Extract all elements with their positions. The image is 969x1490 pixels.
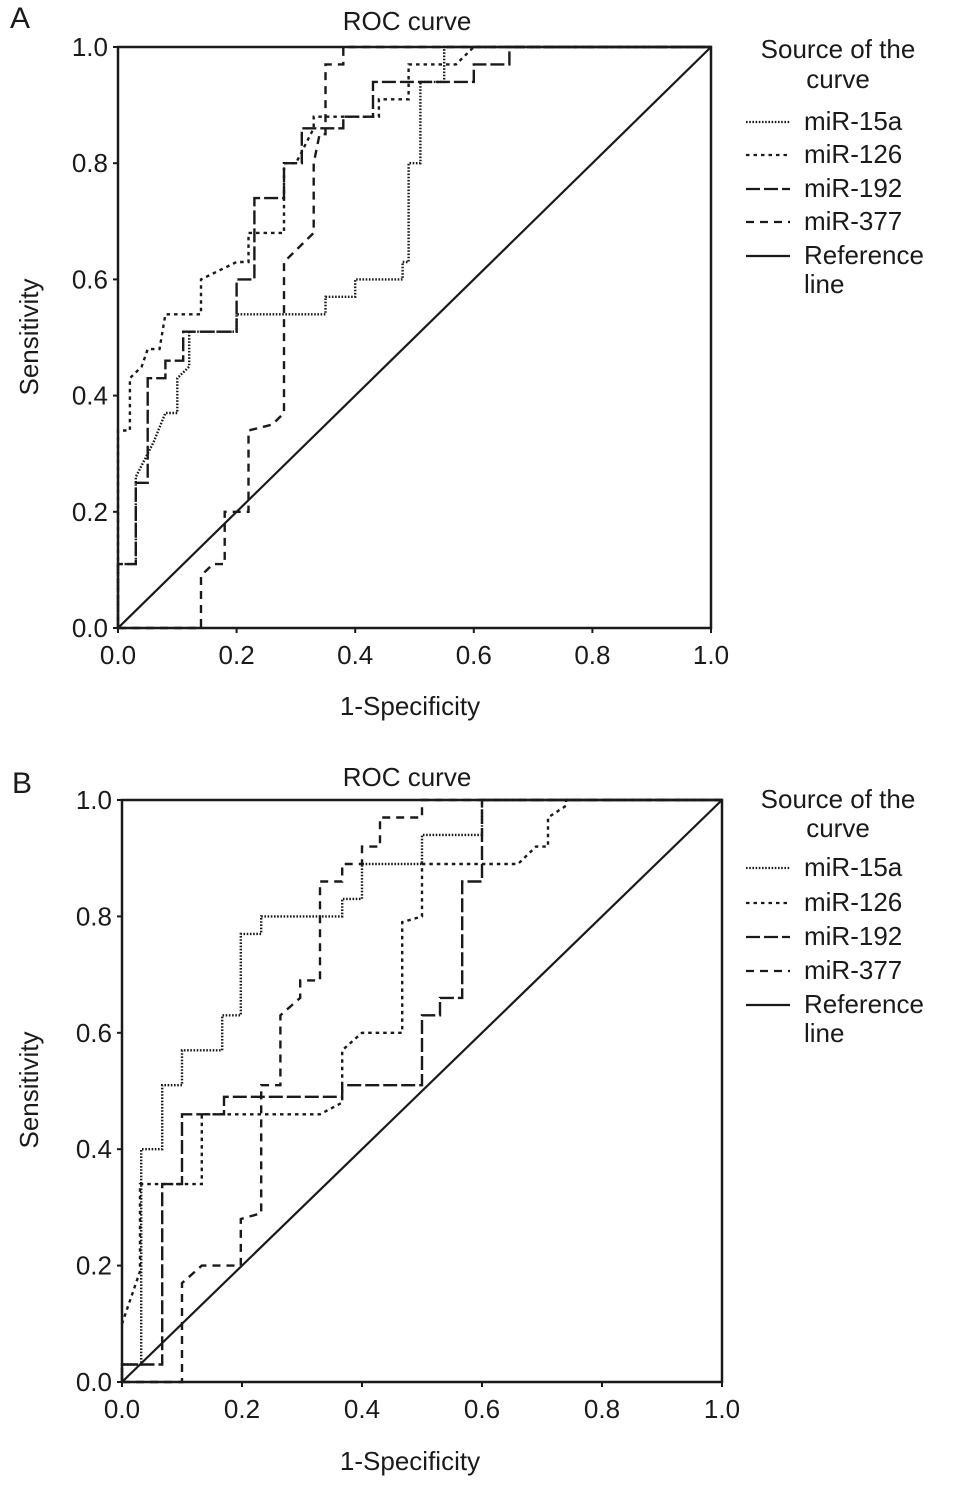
x-tick-label: 1.0 — [693, 640, 729, 670]
x-tick-label: 0.0 — [104, 1394, 140, 1424]
y-axis-label: Sensitivity — [14, 1031, 44, 1148]
legend-label-mir-192: miR-192 — [804, 921, 902, 951]
chart-title: ROC curve — [343, 6, 472, 36]
series-line-mir-192 — [116, 45, 711, 628]
y-tick-label: 0.4 — [72, 381, 108, 411]
panel-label: A — [10, 2, 30, 35]
y-tick-label: 0.0 — [72, 613, 108, 643]
x-axis-label: 1-Specificity — [340, 691, 480, 721]
legend-label-reference-line: line — [804, 269, 844, 299]
legend-label-mir-15a: miR-15a — [804, 852, 903, 882]
x-tick-label: 0.2 — [219, 640, 255, 670]
series-line-mir-126 — [116, 45, 711, 628]
legend-label-reference-line: Reference — [804, 989, 924, 1019]
legend-label-mir-126: miR-126 — [804, 139, 902, 169]
y-tick-label: 0.2 — [72, 497, 108, 527]
y-tick-label: 1.0 — [76, 785, 112, 815]
series-line-mir-377 — [122, 798, 722, 1384]
y-axis-label: Sensitivity — [14, 278, 44, 395]
x-tick-label: 0.4 — [337, 640, 373, 670]
plot-frame — [116, 45, 713, 630]
legend-title: Source of the — [761, 784, 916, 814]
x-tick-label: 0.6 — [464, 1394, 500, 1424]
legend-title: curve — [806, 813, 870, 843]
x-tick-label: 0.2 — [224, 1394, 260, 1424]
legend-title: Source of the — [761, 34, 916, 64]
series-line-mir-377 — [118, 45, 711, 630]
x-axis-label: 1-Specificity — [340, 1446, 480, 1476]
y-tick-label: 0.6 — [76, 1018, 112, 1048]
series-line-mir-192 — [120, 798, 722, 1382]
y-tick-label: 1.0 — [72, 32, 108, 62]
series-line-reference-line — [121, 799, 723, 1383]
y-tick-label: 0.2 — [76, 1251, 112, 1281]
x-tick-label: 0.0 — [100, 640, 136, 670]
y-tick-label: 0.8 — [76, 901, 112, 931]
legend-label-mir-377: miR-377 — [804, 206, 902, 236]
y-tick-label: 0.4 — [76, 1134, 112, 1164]
y-tick-label: 0.0 — [76, 1367, 112, 1397]
y-tick-label: 0.6 — [72, 264, 108, 294]
legend-label-mir-126: miR-126 — [804, 887, 902, 917]
legend-label-reference-line: Reference — [804, 240, 924, 270]
chart-title: ROC curve — [343, 762, 472, 792]
legend-title: curve — [806, 64, 870, 94]
x-tick-label: 1.0 — [704, 1394, 740, 1424]
x-tick-label: 0.8 — [574, 640, 610, 670]
x-tick-label: 0.4 — [344, 1394, 380, 1424]
x-tick-label: 0.8 — [584, 1394, 620, 1424]
series-line-reference-line — [117, 46, 712, 629]
panel-label: B — [12, 767, 32, 800]
legend-label-reference-line: line — [804, 1018, 844, 1048]
series-line-mir-15a — [120, 798, 722, 1382]
legend-label-mir-377: miR-377 — [804, 955, 902, 985]
series-line-mir-15a — [116, 45, 711, 628]
x-tick-label: 0.6 — [456, 640, 492, 670]
y-tick-label: 0.8 — [72, 148, 108, 178]
legend-label-mir-192: miR-192 — [804, 173, 902, 203]
legend-label-mir-15a: miR-15a — [804, 106, 903, 136]
